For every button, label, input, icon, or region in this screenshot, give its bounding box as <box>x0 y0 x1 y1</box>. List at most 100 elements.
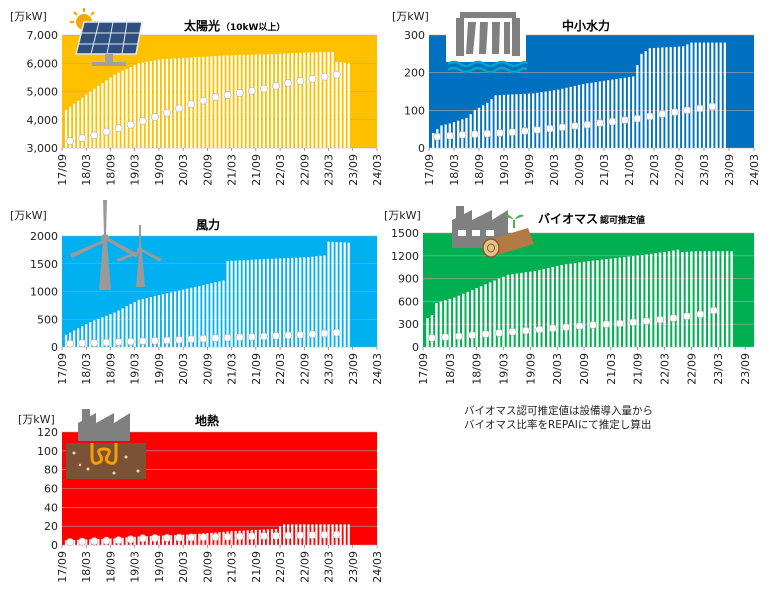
point-marker <box>162 533 171 542</box>
bar <box>194 286 197 347</box>
bar <box>218 55 221 148</box>
y-tick-label: 900 <box>398 273 419 286</box>
bar <box>105 315 108 347</box>
point-marker <box>126 535 135 544</box>
point-marker <box>645 112 654 121</box>
bar <box>299 52 302 148</box>
point-marker <box>427 333 436 342</box>
bar <box>497 278 501 347</box>
bar <box>182 57 185 148</box>
bar <box>723 42 726 148</box>
bar <box>511 274 514 347</box>
bar <box>698 42 701 148</box>
bar <box>327 241 330 347</box>
unit-label: [万kW] <box>18 413 55 426</box>
x-tick-label: 17/09 <box>56 551 69 583</box>
point-marker <box>441 333 450 342</box>
bar <box>165 293 169 347</box>
bar <box>640 53 643 149</box>
bar <box>214 56 217 148</box>
bar <box>609 258 613 347</box>
bar <box>303 524 306 545</box>
bar <box>529 271 532 347</box>
point-marker <box>558 123 567 132</box>
bar <box>538 269 541 347</box>
bar <box>536 92 539 148</box>
point-marker <box>296 531 305 540</box>
bar <box>109 77 112 148</box>
point-marker <box>235 333 244 342</box>
point-marker <box>695 104 704 113</box>
y-tick-label: 7,000 <box>27 29 59 42</box>
bar <box>725 251 729 347</box>
point-marker <box>595 119 604 128</box>
bar <box>699 251 702 347</box>
x-tick-label: 22/09 <box>298 551 311 583</box>
x-tick-label: 18/03 <box>80 154 93 186</box>
bar <box>137 63 140 148</box>
bar <box>153 60 156 148</box>
bar <box>335 241 338 347</box>
x-tick-label: 17/09 <box>56 154 69 186</box>
point-marker <box>308 330 317 339</box>
x-tick-label: 17/09 <box>417 353 430 385</box>
point-marker <box>533 125 542 134</box>
x-tick-label: 23/09 <box>347 551 360 583</box>
bar <box>627 256 630 347</box>
bar <box>523 93 526 148</box>
point-marker <box>620 116 629 125</box>
bar <box>331 241 334 347</box>
bar <box>278 53 282 148</box>
y-tick-label: 2000 <box>30 230 58 243</box>
bar <box>266 54 270 148</box>
bar <box>85 539 88 545</box>
bar <box>101 538 104 545</box>
x-tick-label: 20/03 <box>551 353 564 385</box>
y-tick-label: 100 <box>37 445 58 458</box>
bar <box>586 83 589 148</box>
x-tick-label: 22/03 <box>274 551 287 583</box>
bar <box>524 272 528 347</box>
point-marker <box>259 84 268 93</box>
x-tick-label: 20/09 <box>573 154 586 186</box>
bar <box>494 95 497 148</box>
point-marker <box>521 326 530 335</box>
x-tick-label: 19/09 <box>523 154 536 186</box>
point-marker <box>670 108 679 117</box>
x-tick-label: 20/09 <box>201 154 214 186</box>
bar <box>690 42 693 148</box>
x-tick-label: 22/03 <box>274 353 287 385</box>
point-marker <box>535 325 544 334</box>
bar <box>85 324 88 347</box>
bar <box>470 290 474 347</box>
bar <box>206 533 209 545</box>
point-marker <box>470 130 479 139</box>
bar <box>226 260 229 347</box>
bar <box>552 90 556 148</box>
bar <box>569 86 572 148</box>
x-tick-label: 19/03 <box>129 154 142 186</box>
x-tick-label: 23/03 <box>323 154 336 186</box>
bar <box>178 290 181 347</box>
point-marker <box>211 334 220 343</box>
bar <box>564 264 568 347</box>
point-marker <box>615 319 624 328</box>
bar <box>343 524 346 545</box>
point-marker <box>199 96 208 105</box>
bar <box>254 54 257 149</box>
bar <box>547 267 550 347</box>
bar <box>274 258 278 347</box>
point-marker <box>199 533 208 542</box>
y-tick-label: 500 <box>37 313 58 326</box>
point-marker <box>495 128 504 137</box>
bar <box>246 54 249 148</box>
bar <box>707 42 710 148</box>
bar <box>623 77 626 148</box>
chart-solar: [万kW] 太陽光 （10kW以上） 3,000 4,000 5,000 6,000 7… <box>10 8 384 186</box>
bar <box>89 539 92 545</box>
point-marker <box>320 72 329 81</box>
bar <box>307 52 310 148</box>
bar <box>169 58 173 148</box>
bar <box>254 259 257 347</box>
point-marker <box>175 533 184 542</box>
